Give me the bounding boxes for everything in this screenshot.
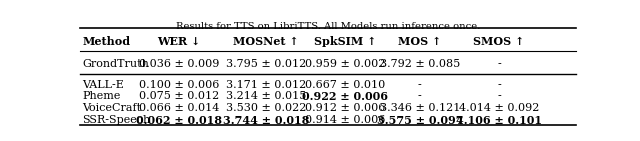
Text: 0.667 ± 0.010: 0.667 ± 0.010 <box>305 80 385 90</box>
Text: 0.922 ± 0.006: 0.922 ± 0.006 <box>302 91 388 102</box>
Text: MOSNet ↑: MOSNet ↑ <box>233 36 299 47</box>
Text: Method: Method <box>83 36 131 47</box>
Text: 3.214 ± 0.015: 3.214 ± 0.015 <box>226 91 306 101</box>
Text: 3.795 ± 0.012: 3.795 ± 0.012 <box>226 59 306 69</box>
Text: 0.036 ± 0.009: 0.036 ± 0.009 <box>139 59 220 69</box>
Text: Pheme: Pheme <box>83 91 121 101</box>
Text: 0.100 ± 0.006: 0.100 ± 0.006 <box>139 80 220 90</box>
Text: Results for TTS on LibriTTS. All Models run inference once.: Results for TTS on LibriTTS. All Models … <box>176 22 480 31</box>
Text: -: - <box>418 80 422 90</box>
Text: -: - <box>497 91 501 101</box>
Text: VoiceCraft: VoiceCraft <box>83 103 141 113</box>
Text: 0.062 ± 0.018: 0.062 ± 0.018 <box>136 114 222 126</box>
Text: -: - <box>497 80 501 90</box>
Text: 3.530 ± 0.022: 3.530 ± 0.022 <box>226 103 306 113</box>
Text: 0.912 ± 0.006: 0.912 ± 0.006 <box>305 103 385 113</box>
Text: VALL-E: VALL-E <box>83 80 124 90</box>
Text: 0.066 ± 0.014: 0.066 ± 0.014 <box>139 103 220 113</box>
Text: MOS ↑: MOS ↑ <box>398 36 442 47</box>
Text: 3.744 ± 0.018: 3.744 ± 0.018 <box>223 114 309 126</box>
Text: 3.575 ± 0.097: 3.575 ± 0.097 <box>376 114 463 126</box>
Text: 4.106 ± 0.101: 4.106 ± 0.101 <box>456 114 542 126</box>
Text: 4.014 ± 0.092: 4.014 ± 0.092 <box>459 103 540 113</box>
Text: 0.959 ± 0.002: 0.959 ± 0.002 <box>305 59 385 69</box>
Text: 3.792 ± 0.085: 3.792 ± 0.085 <box>380 59 460 69</box>
Text: SSR-Speech: SSR-Speech <box>83 115 151 125</box>
Text: 3.346 ± 0.121: 3.346 ± 0.121 <box>380 103 460 113</box>
Text: WER ↓: WER ↓ <box>157 36 201 47</box>
Text: 0.914 ± 0.006: 0.914 ± 0.006 <box>305 115 385 125</box>
Text: -: - <box>418 91 422 101</box>
Text: 0.075 ± 0.012: 0.075 ± 0.012 <box>139 91 220 101</box>
Text: GrondTruth: GrondTruth <box>83 59 149 69</box>
Text: SMOS ↑: SMOS ↑ <box>474 36 525 47</box>
Text: 3.171 ± 0.012: 3.171 ± 0.012 <box>226 80 306 90</box>
Text: SpkSIM ↑: SpkSIM ↑ <box>314 36 376 47</box>
Text: -: - <box>497 59 501 69</box>
